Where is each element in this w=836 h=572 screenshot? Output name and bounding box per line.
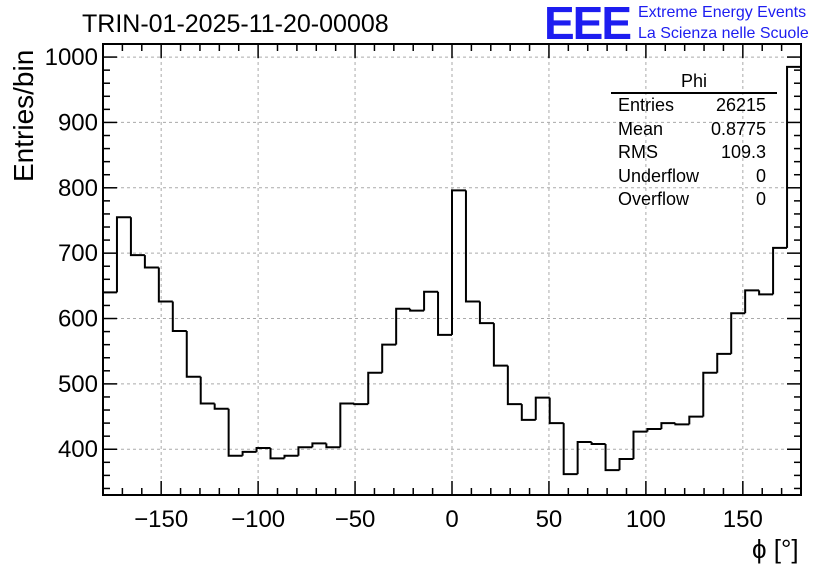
ticks-layer <box>102 43 802 495</box>
y-tick-label: 500 <box>58 371 98 398</box>
histogram-bin <box>478 301 494 325</box>
histogram-bin <box>744 289 760 314</box>
histogram-bin <box>451 189 466 335</box>
y-tick-label: 600 <box>58 306 98 333</box>
histogram-bin <box>423 290 439 311</box>
histogram-bin <box>227 408 243 457</box>
histogram-bin <box>548 397 564 425</box>
histogram-bin <box>506 365 522 406</box>
histogram-bin <box>395 307 411 345</box>
y-tick-label: 700 <box>58 240 98 267</box>
stats-label: Mean <box>618 118 664 139</box>
stats-row-overflow: Overflow 0 <box>611 188 777 212</box>
histogram-bin <box>129 217 145 257</box>
histogram-bin <box>702 371 718 417</box>
histogram-bin <box>311 442 327 448</box>
histogram-bin <box>409 308 425 312</box>
stats-title: Phi <box>611 70 777 94</box>
stats-value: 0 <box>755 165 766 186</box>
histogram-bin <box>143 255 159 269</box>
histogram-bin <box>325 443 341 449</box>
histogram-bin <box>297 446 313 456</box>
stats-value: 109.3 <box>720 142 766 162</box>
histogram-bin <box>255 446 271 452</box>
tick-labels-layer: −150 −100 −50 0 50 100 150 400 500 600 700 800 900 10… <box>45 44 763 533</box>
histogram-bin <box>688 415 704 425</box>
histogram-bin <box>367 371 383 405</box>
histogram-bin <box>339 402 355 448</box>
histogram-bin <box>213 403 229 410</box>
x-axis-label: ϕ [°] <box>752 534 799 564</box>
histogram-bin <box>562 423 578 476</box>
histogram-bin <box>534 396 550 420</box>
x-tick-label: 0 <box>445 506 458 533</box>
histogram-bin <box>241 450 257 456</box>
histogram-bin <box>716 352 732 373</box>
histogram-bin <box>381 343 397 373</box>
stats-row-underflow: Underflow 0 <box>611 165 777 189</box>
histogram-bin <box>283 454 299 459</box>
histogram-bin <box>102 291 117 495</box>
histogram-bin <box>576 441 592 475</box>
histogram-bin <box>520 404 536 421</box>
histogram-bin <box>199 376 215 405</box>
eee-logo: EEE <box>544 0 632 49</box>
stats-value: 26215 <box>715 95 766 115</box>
logo-subtitle-1: Extreme Energy Events <box>638 4 807 21</box>
stats-row-mean: Mean 0.8775 <box>611 118 777 142</box>
x-tick-label: −150 <box>134 506 188 533</box>
y-tick-label: 400 <box>58 436 98 463</box>
histogram-bin <box>660 422 676 429</box>
x-tick-label: 150 <box>723 506 763 533</box>
histogram-bin <box>786 65 802 495</box>
stats-label: RMS <box>618 142 658 162</box>
histogram-bin <box>772 246 788 295</box>
x-tick-label: −100 <box>231 506 285 533</box>
x-tick-label: −50 <box>335 506 376 533</box>
stats-label: Entries <box>618 95 675 115</box>
y-tick-label: 800 <box>58 175 98 202</box>
histogram-bin <box>115 216 131 293</box>
stats-row-rms: RMS 109.3 <box>611 141 777 165</box>
stats-box: Phi Entries 26215 Mean 0.8775 RMS 109.3 … <box>611 70 777 212</box>
stats-label: Overflow <box>618 189 690 209</box>
histogram-bin <box>674 423 690 426</box>
stats-row-entries: Entries 26215 <box>611 94 777 118</box>
histogram-bin <box>618 458 634 471</box>
histogram-bin <box>185 330 201 378</box>
y-axis-label: Entries/bin <box>8 49 39 182</box>
histogram-bin <box>492 323 508 367</box>
chart-title: TRIN-01-2025-11-20-00008 <box>82 10 389 38</box>
histogram-bin <box>646 427 662 432</box>
histogram-bin <box>353 403 369 406</box>
logo-subtitle-2: La Scienza nelle Scuole <box>638 25 809 42</box>
x-tick-label: 100 <box>626 506 666 533</box>
histogram-bin <box>437 291 452 336</box>
x-tick-label: 50 <box>536 506 563 533</box>
stats-value: 0.8775 <box>710 118 766 139</box>
y-tick-label: 1000 <box>45 44 98 71</box>
histogram-bin <box>269 447 285 460</box>
histogram-bin <box>758 290 774 296</box>
histogram-bin <box>171 301 187 332</box>
y-tick-label: 900 <box>58 109 98 136</box>
histogram-bin <box>157 267 173 303</box>
stats-label: Underflow <box>618 165 700 186</box>
histogram-bin <box>632 430 648 460</box>
histogram-bin <box>604 444 620 472</box>
histogram-bin <box>730 312 746 354</box>
histogram-bin <box>590 442 606 446</box>
stats-value: 0 <box>755 189 766 209</box>
histogram-bin <box>464 190 480 303</box>
